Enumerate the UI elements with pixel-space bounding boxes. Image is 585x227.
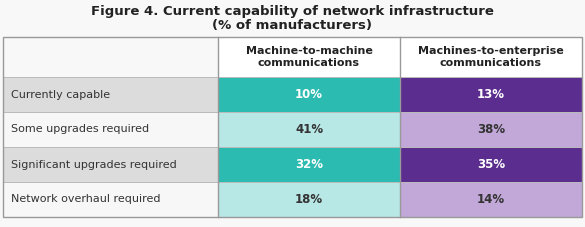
Bar <box>3 182 218 217</box>
Bar <box>400 182 582 217</box>
Bar <box>218 182 400 217</box>
Bar <box>218 77 400 112</box>
Text: (% of manufacturers): (% of manufacturers) <box>212 18 373 32</box>
Text: Machine-to-machine
communications: Machine-to-machine communications <box>246 46 373 68</box>
Text: 41%: 41% <box>295 123 323 136</box>
Bar <box>3 112 218 147</box>
Bar <box>3 77 218 112</box>
Text: 10%: 10% <box>295 88 323 101</box>
Bar <box>3 147 218 182</box>
Text: Network overhaul required: Network overhaul required <box>11 195 160 205</box>
Text: Some upgrades required: Some upgrades required <box>11 124 149 135</box>
Text: 18%: 18% <box>295 193 323 206</box>
Bar <box>400 77 582 112</box>
Text: Figure 4. Current capability of network infrastructure: Figure 4. Current capability of network … <box>91 5 494 18</box>
Text: 13%: 13% <box>477 88 505 101</box>
Bar <box>218 112 400 147</box>
Text: 35%: 35% <box>477 158 505 171</box>
Text: 14%: 14% <box>477 193 505 206</box>
Text: 38%: 38% <box>477 123 505 136</box>
Bar <box>400 37 582 77</box>
Bar <box>400 112 582 147</box>
Bar <box>3 37 582 217</box>
Bar <box>400 147 582 182</box>
Text: Significant upgrades required: Significant upgrades required <box>11 160 177 170</box>
Bar <box>218 147 400 182</box>
Text: 32%: 32% <box>295 158 323 171</box>
Text: Machines-to-enterprise
communications: Machines-to-enterprise communications <box>418 46 564 68</box>
Bar <box>3 37 218 77</box>
Bar <box>218 37 400 77</box>
Text: Currently capable: Currently capable <box>11 89 110 99</box>
